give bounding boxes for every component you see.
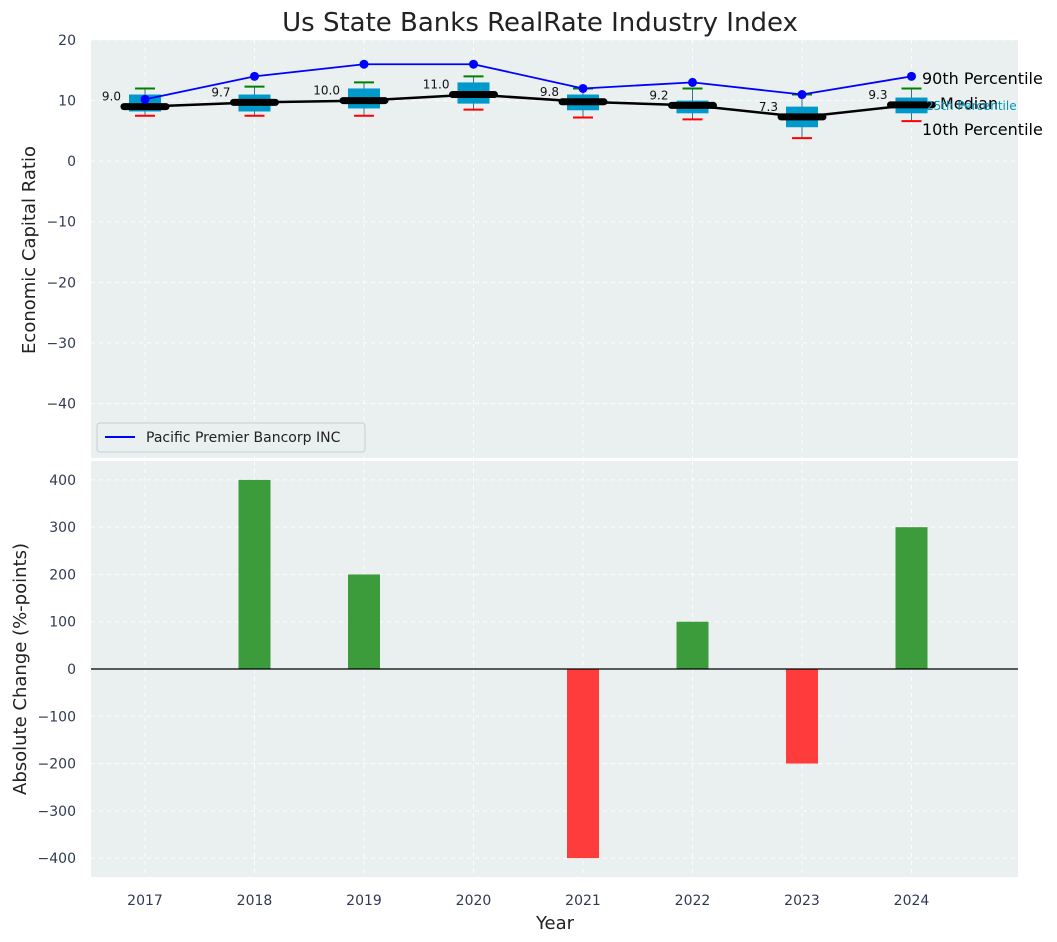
median-value-label: 9.2	[649, 88, 668, 102]
company-point	[907, 71, 916, 81]
median-value-label: 9.7	[211, 85, 230, 99]
label-10th-percentile: 10th Percentile	[922, 120, 1043, 139]
company-point	[359, 59, 369, 69]
median-value-label: 10.0	[313, 84, 340, 98]
change-bar	[348, 574, 380, 669]
y-tick-label: −30	[46, 336, 76, 352]
y-tick-label: 0	[67, 662, 76, 678]
x-ticks: 2017 2018 2019 2020 2021 2022 2023 2024	[127, 893, 929, 909]
company-point	[469, 59, 478, 69]
x-tick-label: 2022	[675, 893, 711, 909]
bottom-y-axis-label: Absolute Change (%-points)	[10, 543, 31, 795]
chart-title: Us State Banks RealRate Industry Index	[282, 8, 798, 38]
y-tick-label: 20	[58, 33, 76, 49]
x-axis-label: Year	[535, 913, 575, 934]
y-tick-label: 0	[67, 154, 76, 170]
change-bar	[895, 527, 928, 669]
y-tick-label: −200	[38, 757, 76, 773]
label-90th-percentile: 90th Percentile	[922, 69, 1043, 88]
legend-box	[96, 422, 366, 453]
x-tick-label: 2018	[237, 893, 273, 909]
y-tick-label: 200	[49, 567, 76, 583]
y-tick-label: −400	[38, 851, 76, 867]
company-point	[797, 90, 807, 100]
change-bar	[786, 669, 818, 764]
x-tick-label: 2023	[784, 893, 820, 909]
company-point	[688, 77, 697, 87]
x-tick-label: 2020	[456, 893, 492, 909]
median-line	[144, 93, 912, 119]
label-25th-percentile: 25th Percentile	[926, 99, 1017, 113]
y-tick-label: 300	[49, 520, 76, 536]
legend: Pacific Premier Bancorp INC	[96, 422, 366, 453]
label-median: Median	[940, 94, 998, 113]
legend-entry-company: Pacific Premier Bancorp INC	[146, 430, 341, 446]
y-tick-label: −20	[46, 275, 76, 291]
median-value-label: 11.0	[423, 78, 450, 92]
y-tick-label: −300	[38, 804, 76, 820]
x-tick-label: 2017	[127, 893, 163, 909]
company-point	[578, 83, 588, 93]
percentile-labels: 90th Percentile Median 25th Percentile 1…	[922, 69, 1043, 139]
change-bar	[238, 479, 271, 669]
y-tick-label: 100	[49, 615, 76, 631]
y-tick-label: −40	[46, 396, 76, 412]
x-tick-label: 2019	[346, 893, 382, 909]
top-lines	[140, 59, 916, 119]
top-panel: 20 10 0 −10 −20 −30 −40 9.0 9.7 10.0 11.0 9.8 9.2 7.…	[19, 33, 1043, 458]
median-value-label: 9.3	[868, 88, 887, 102]
change-bars	[238, 479, 928, 859]
top-y-ticks: 20 10 0 −10 −20 −30 −40	[46, 33, 76, 412]
median-value-label: 9.8	[540, 85, 559, 99]
company-line	[144, 63, 912, 101]
y-tick-label: 400	[49, 473, 76, 489]
x-tick-label: 2021	[565, 893, 601, 909]
top-y-axis-label: Economic Capital Ratio	[19, 146, 40, 354]
y-tick-label: 10	[58, 94, 76, 110]
company-point	[140, 94, 150, 104]
change-bar	[567, 669, 599, 859]
median-labels: 9.0 9.7 10.0 11.0 9.8 9.2 7.3 9.3	[102, 78, 888, 114]
y-tick-label: −100	[38, 709, 76, 725]
median-value-label: 9.0	[102, 90, 121, 104]
median-value-label: 7.3	[759, 100, 778, 114]
y-tick-label: −10	[46, 215, 76, 231]
bottom-y-ticks: 400 300 200 100 0 −100 −200 −300 −400	[38, 473, 76, 867]
change-bar	[676, 621, 709, 669]
company-point	[250, 71, 259, 81]
x-tick-label: 2024	[894, 893, 930, 909]
